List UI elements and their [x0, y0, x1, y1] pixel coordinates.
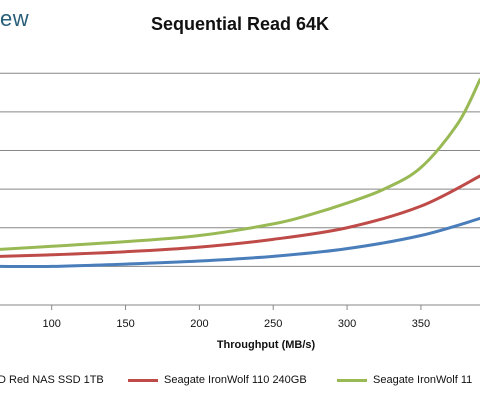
series-line-3	[0, 77, 480, 251]
series-lines	[0, 77, 480, 269]
x-tick-label-250: 250	[264, 318, 282, 330]
x-tick-label-150: 150	[116, 318, 134, 330]
legend-swatch-series-3	[337, 378, 367, 382]
gridlines	[0, 72, 480, 267]
x-tick-label-300: 300	[338, 318, 356, 330]
x-tick-label-200: 200	[190, 318, 208, 330]
legend-swatch-series-2	[128, 378, 158, 382]
legend-item-series-2: Seagate IronWolf 110 240GB	[128, 372, 307, 388]
legend-item-series-3: Seagate IronWolf 11	[337, 372, 472, 388]
legend-label-series-3: Seagate IronWolf 11	[373, 374, 473, 386]
series-line-2	[0, 174, 480, 258]
x-tick-label-350: 350	[412, 318, 430, 330]
legend-item-series-1: D Red NAS SSD 1TB	[0, 372, 104, 388]
series-line-1	[0, 217, 480, 269]
brand-logo-text: ew	[0, 6, 30, 31]
legend-label-series-1: D Red NAS SSD 1TB	[0, 374, 104, 386]
x-tick-labels: 100 150 200 250 300 350	[43, 318, 431, 330]
legend: D Red NAS SSD 1TB Seagate IronWolf 110 2…	[0, 372, 480, 390]
legend-label-series-2: Seagate IronWolf 110 240GB	[164, 374, 307, 386]
x-tick-label-100: 100	[43, 318, 61, 330]
axes	[0, 304, 480, 310]
x-axis-label: Throughput (MB/s)	[216, 339, 316, 351]
chart-title: Sequential Read 64K	[150, 14, 330, 34]
